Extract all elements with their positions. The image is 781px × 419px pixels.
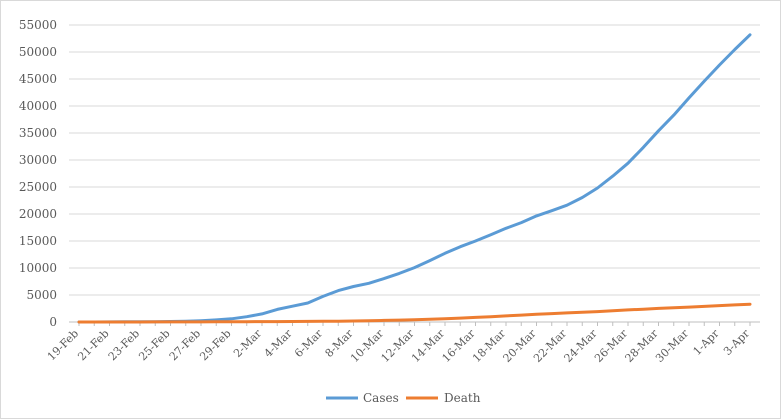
- x-tick-label: 1-Apr: [691, 326, 723, 358]
- y-tick-label: 35000: [19, 126, 57, 140]
- x-tick-label: 29-Feb: [197, 327, 233, 363]
- y-tick-label: 30000: [19, 153, 57, 167]
- y-tick-label: 50000: [19, 45, 57, 59]
- y-tick-label: 20000: [19, 207, 57, 221]
- x-tick-label: 19-Feb: [45, 327, 81, 363]
- x-tick-label: 2-Mar: [231, 326, 265, 360]
- series-lines: [77, 33, 752, 324]
- x-tick-label: 21-Feb: [75, 327, 111, 363]
- y-tick-label: 55000: [19, 18, 57, 32]
- y-tick-label: 25000: [19, 180, 57, 194]
- y-tick-label: 10000: [19, 261, 57, 275]
- x-tick-label: 3-Apr: [721, 326, 753, 358]
- x-tick-label: 4-Mar: [262, 326, 296, 360]
- y-tick-label: 0: [49, 315, 57, 329]
- y-tick-label: 45000: [19, 72, 57, 86]
- series-line-cases: [77, 33, 752, 324]
- x-axis: 19-Feb21-Feb23-Feb25-Feb27-Feb29-Feb2-Ma…: [45, 322, 753, 365]
- legend: Cases Death: [326, 391, 481, 405]
- x-tick-label: 6-Mar: [292, 326, 326, 360]
- x-tick-label: 30-Mar: [653, 326, 692, 365]
- legend-label-death: Death: [444, 391, 481, 405]
- gridlines: [69, 24, 760, 323]
- legend-label-cases: Cases: [363, 391, 399, 405]
- y-tick-label: 40000: [19, 99, 57, 113]
- x-tick-label: 23-Feb: [106, 327, 142, 363]
- series-line-death: [77, 302, 752, 324]
- x-tick-label: 27-Feb: [167, 327, 203, 363]
- y-tick-label: 5000: [26, 288, 57, 302]
- y-tick-label: 15000: [19, 234, 57, 248]
- x-tick-label: 25-Feb: [136, 327, 172, 363]
- y-axis-labels: 0 5000 10000 15000 20000 25000 30000 35000 40000…: [19, 18, 57, 329]
